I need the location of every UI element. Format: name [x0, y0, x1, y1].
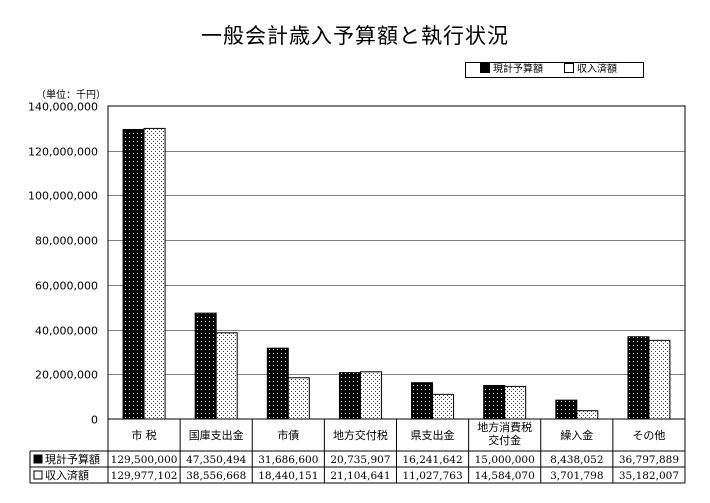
table-cell: 14,584,070	[475, 470, 535, 482]
bar-received	[287, 377, 310, 420]
legend-item-budget: 現計予算額	[480, 63, 543, 77]
bar-budget	[411, 382, 434, 420]
table-cell: 129,977,102	[111, 470, 178, 482]
x-tick-label: その他	[632, 429, 665, 442]
bar-budget	[483, 384, 506, 420]
table-cell: 11,027,763	[403, 470, 463, 482]
bar-budget	[338, 372, 361, 420]
legend-label-received: 収入済額	[577, 64, 617, 75]
table-row-header: 収入済額	[45, 468, 89, 482]
x-tick-label: 地方消費税交付金	[477, 420, 532, 447]
table-row-header: 現計予算額	[45, 452, 100, 466]
table-cell: 8,438,052	[550, 454, 603, 466]
legend: 現計予算額 収入済額	[465, 62, 644, 78]
unit-label: （単位：千円）	[36, 90, 106, 101]
table-cell: 47,350,494	[186, 454, 246, 466]
plot-frame	[107, 105, 686, 420]
x-tick-label: 繰入金	[560, 428, 593, 442]
y-axis: 0 20,000,000 40,000,000 60,000,000 80,000,00…	[28, 101, 98, 427]
legend-swatch-budget	[480, 63, 490, 73]
bar-received	[432, 393, 455, 420]
table-cell: 21,104,641	[330, 470, 390, 482]
table-row-swatch	[33, 470, 43, 480]
table-cell: 36,797,889	[619, 454, 679, 466]
bar-received	[576, 410, 599, 420]
bar-received	[215, 332, 238, 420]
bar-budget	[122, 128, 145, 420]
bars	[122, 127, 671, 420]
bar-received	[648, 339, 671, 420]
bar-budget	[266, 347, 289, 420]
bar-received	[143, 127, 166, 420]
x-tick-label: 県支出金	[411, 428, 455, 442]
y-tick-label: 100,000,000	[28, 190, 98, 203]
legend-label-budget: 現計予算額	[493, 64, 543, 75]
bar-budget	[194, 312, 217, 420]
table-cell: 38,556,668	[186, 470, 246, 482]
table-cell: 16,241,642	[403, 454, 463, 466]
bar-received	[359, 371, 382, 420]
table-cell: 31,686,600	[258, 454, 318, 466]
table-cell: 15,000,000	[475, 454, 535, 466]
legend-item-received: 収入済額	[564, 63, 617, 77]
x-tick-label: 市債	[277, 428, 299, 442]
table-cell: 35,182,007	[619, 470, 679, 482]
bar-budget	[627, 336, 650, 420]
y-tick-label: 60,000,000	[35, 280, 98, 293]
x-tick-label: 地方交付税	[333, 428, 388, 442]
legend-swatch-received	[564, 63, 574, 73]
y-tick-label: 40,000,000	[35, 325, 98, 338]
table-cell: 18,440,151	[258, 470, 318, 482]
table-cell: 129,500,000	[111, 454, 178, 466]
table-cell: 3,701,798	[550, 470, 603, 482]
y-tick-label: 140,000,000	[28, 101, 98, 114]
x-tick-label: 市 税	[131, 428, 157, 442]
bar-received	[504, 385, 527, 420]
data-table: 市 税 国庫支出金 市債 地方交付税 県支出金 地方消費税交付金 繰入金 その他現計予算額収入…	[29, 419, 686, 484]
y-tick-label: 20,000,000	[35, 369, 98, 382]
y-tick-label: 80,000,000	[35, 235, 98, 248]
gridlines	[107, 105, 686, 420]
y-tick-label: 120,000,000	[28, 146, 98, 159]
y-tick-label: 0	[91, 414, 98, 427]
x-tick-label: 国庫支出金	[189, 428, 244, 442]
table-cell: 20,735,907	[330, 454, 390, 466]
bar-budget	[555, 399, 578, 420]
chart-title: 一般会計歳入予算額と執行状況	[201, 24, 509, 48]
table-row-swatch	[33, 454, 43, 464]
